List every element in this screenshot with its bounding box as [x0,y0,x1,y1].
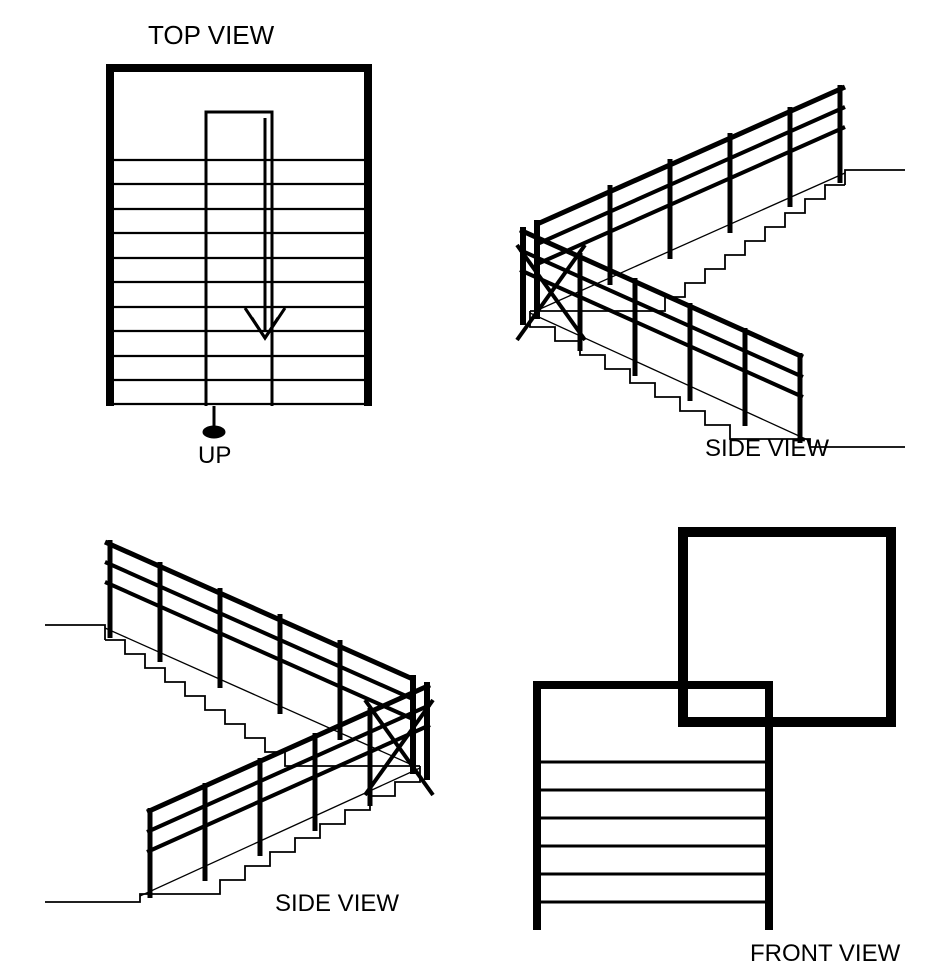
label-side-view-top: SIDE VIEW [705,435,829,463]
panel-front-view [510,510,920,950]
label-up: UP [198,442,231,470]
label-front-view: FRONT VIEW [750,940,900,968]
top-view-svg [0,0,470,480]
side-view-top-svg [455,55,925,455]
label-side-view-bottom: SIDE VIEW [275,890,399,918]
panel-top-view [0,0,470,480]
side-view-bottom-svg [25,510,495,910]
panel-side-view-bottom [25,510,495,910]
panel-side-view-top [455,55,925,455]
front-view-svg [510,510,920,950]
